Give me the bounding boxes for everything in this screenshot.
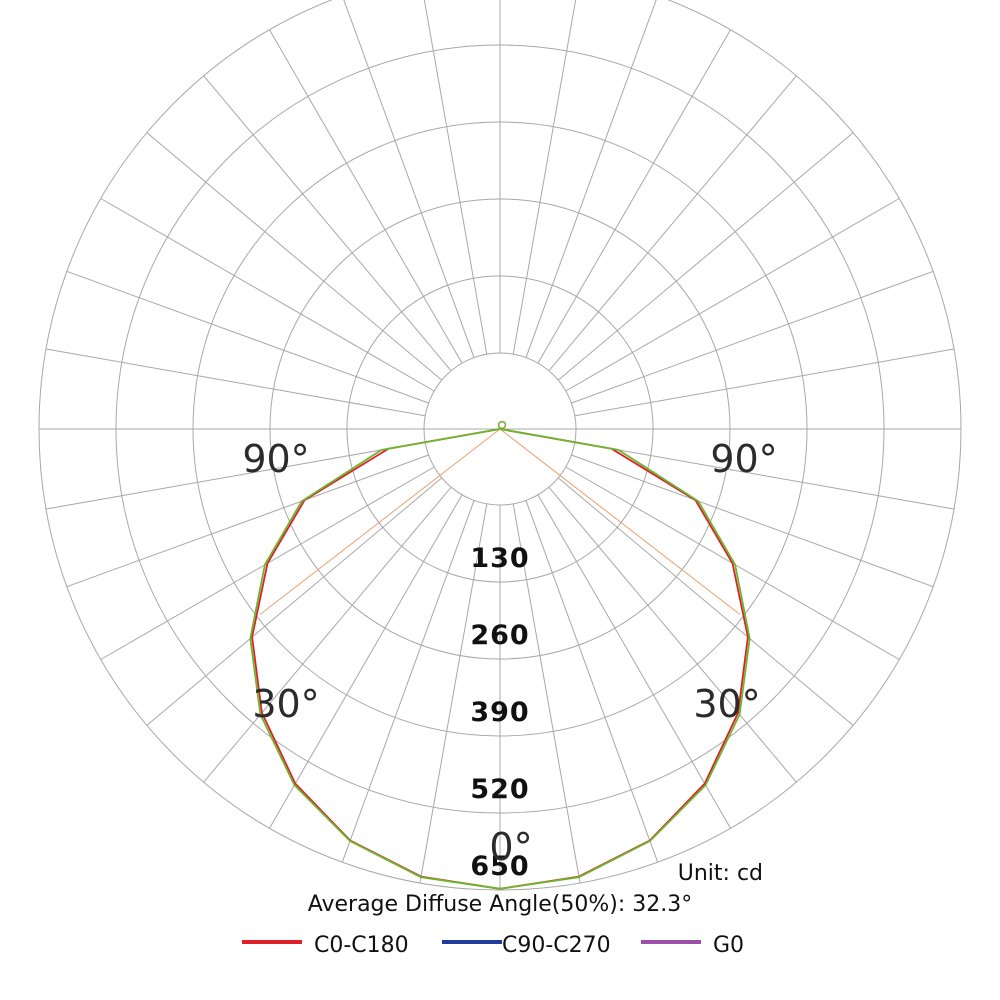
grid-spoke-330	[269, 494, 463, 829]
grid-spoke-150	[537, 29, 731, 364]
series-curve-overlay	[249, 428, 751, 890]
grid-spoke-340	[341, 500, 475, 863]
angle-label-bottom-0: 0°	[489, 825, 532, 869]
polar-grid	[38, 0, 962, 891]
grid-spoke-200	[343, 0, 475, 358]
grid-spoke-310	[146, 477, 443, 726]
grid-spoke-210	[269, 29, 463, 364]
legend-label-g0: G0	[713, 933, 744, 958]
grid-spoke-110	[571, 270, 934, 404]
grid-spoke-20	[525, 500, 659, 863]
grid-spoke-40	[548, 486, 797, 783]
legend-label-c90-c270: C90-C270	[502, 933, 611, 958]
grid-spoke-230	[146, 132, 443, 381]
grid-spoke-30	[537, 494, 731, 829]
grid-spoke-120	[565, 198, 900, 392]
grid-spoke-100	[574, 348, 955, 417]
radial-tick-label-520: 520	[470, 774, 529, 805]
grid-spoke-140	[548, 75, 797, 372]
average-angle-label: Average Diffuse Angle(50%): 32.3°	[308, 892, 693, 917]
grid-spoke-280	[45, 441, 426, 510]
grid-spoke-320	[203, 486, 452, 783]
series-origin-loop-1	[497, 420, 507, 430]
grid-spoke-190	[423, 0, 488, 355]
angle-label-left-90: 90°	[242, 437, 309, 481]
grid-spoke-10	[512, 503, 581, 884]
grid-spoke-80	[574, 441, 955, 510]
radial-tick-label-650: 650	[470, 851, 529, 882]
grid-spoke-250	[66, 270, 429, 404]
angle-label-right-30: 30°	[693, 682, 760, 726]
half-max-line-left	[259, 428, 501, 615]
half-max-lines	[259, 428, 741, 615]
grid-spoke-130	[557, 132, 854, 381]
half-max-line-right	[499, 428, 741, 615]
legend: C0-C180 C90-C270 G0	[242, 933, 744, 958]
grid-spoke-290	[66, 454, 429, 588]
legend-label-c0-c180: C0-C180	[314, 933, 409, 958]
grid-spoke-240	[100, 198, 435, 392]
grid-spoke-70	[571, 454, 934, 588]
radial-tick-label-390: 390	[470, 697, 529, 728]
grid-spoke-350	[419, 503, 488, 884]
grid-spoke-160	[525, 0, 657, 358]
grid-spoke-50	[557, 477, 854, 726]
grid-spoke-170	[512, 0, 577, 355]
grid-spoke-220	[203, 75, 452, 372]
radial-tick-labels: 130 260 390 520 650	[470, 543, 529, 882]
angle-label-left-30: 30°	[252, 682, 319, 726]
series-curves	[249, 420, 751, 890]
angle-label-right-90: 90°	[710, 437, 777, 481]
radial-tick-label-260: 260	[470, 620, 529, 651]
grid-spoke-260	[45, 348, 426, 417]
radial-tick-label-130: 130	[470, 543, 529, 574]
unit-label: Unit: cd	[678, 861, 763, 886]
